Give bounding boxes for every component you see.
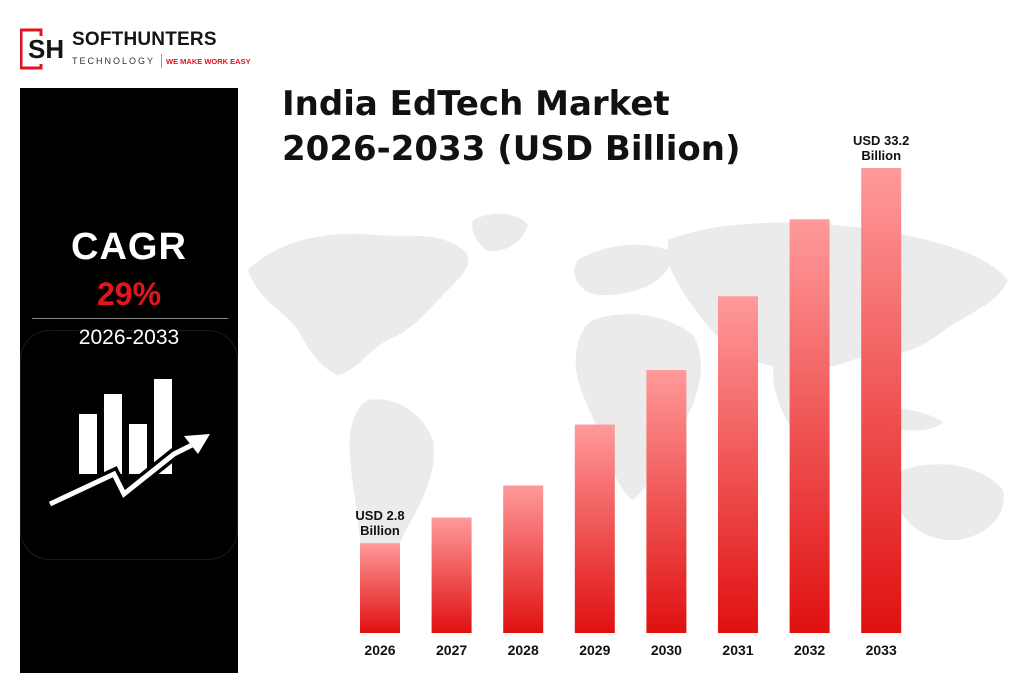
cagr-value: 29% [96,276,162,312]
data-label-2026-line-1: USD 2.8 [355,508,404,523]
x-tick-label-2032: 2032 [794,642,825,658]
x-tick-label-2030: 2030 [651,642,682,658]
growth-bar-chart-arrow-icon [47,379,210,510]
x-tick-label-2026: 2026 [364,642,395,658]
data-label-2033-line-2: Billion [861,148,901,163]
logo-mark-icon: SH [20,28,64,70]
x-tick-label-2027: 2027 [436,642,467,658]
chart-title: India EdTech Market 2026-2033 (USD Billi… [282,82,741,172]
cagr-icon-card [20,330,238,560]
bar-2031 [718,296,758,633]
x-tick-label-2028: 2028 [508,642,539,658]
logo-mark-text: SH [28,34,64,64]
data-label-2033-line-1: USD 33.2 [853,133,909,148]
bar-2032 [789,219,830,633]
chart-title-line-2: 2026-2033 (USD Billion) [282,129,741,169]
bar-2029 [574,424,615,633]
x-tick-label-2029: 2029 [579,642,610,658]
brand-name: SOFTHUNTERS [72,29,217,50]
cagr-period: 2026-2033 [78,326,180,349]
data-label-2026-line-2: Billion [360,523,400,538]
bar-chart: 2026 2027 2028 2029 2030 2031 2032 2033 USD 2.8… [355,133,909,658]
cagr-panel: CAGR 29% 2026-2033 [20,88,238,673]
bar-2033 [861,168,902,633]
x-tick-label-2031: 2031 [722,642,753,658]
bar-2030 [646,370,687,633]
cagr-label: CAGR [71,226,187,268]
cagr-divider [32,318,228,319]
bar-2027 [431,517,472,633]
x-tick-label-2033: 2033 [866,642,897,658]
bar-series [360,168,902,633]
x-axis-tick-labels: 2026 2027 2028 2029 2030 2031 2032 2033 [364,642,897,658]
brand-logo: SH SOFTHUNTERS TECHNOLOGY WE MAKE WORK E… [20,26,251,74]
brand-subtitle: TECHNOLOGY [72,56,156,66]
bar-2026 [360,543,400,633]
chart-title-line-1: India EdTech Market [282,84,670,124]
brand-divider [161,54,162,68]
bar-2028 [503,485,544,633]
brand-tagline: WE MAKE WORK EASY [166,57,251,66]
